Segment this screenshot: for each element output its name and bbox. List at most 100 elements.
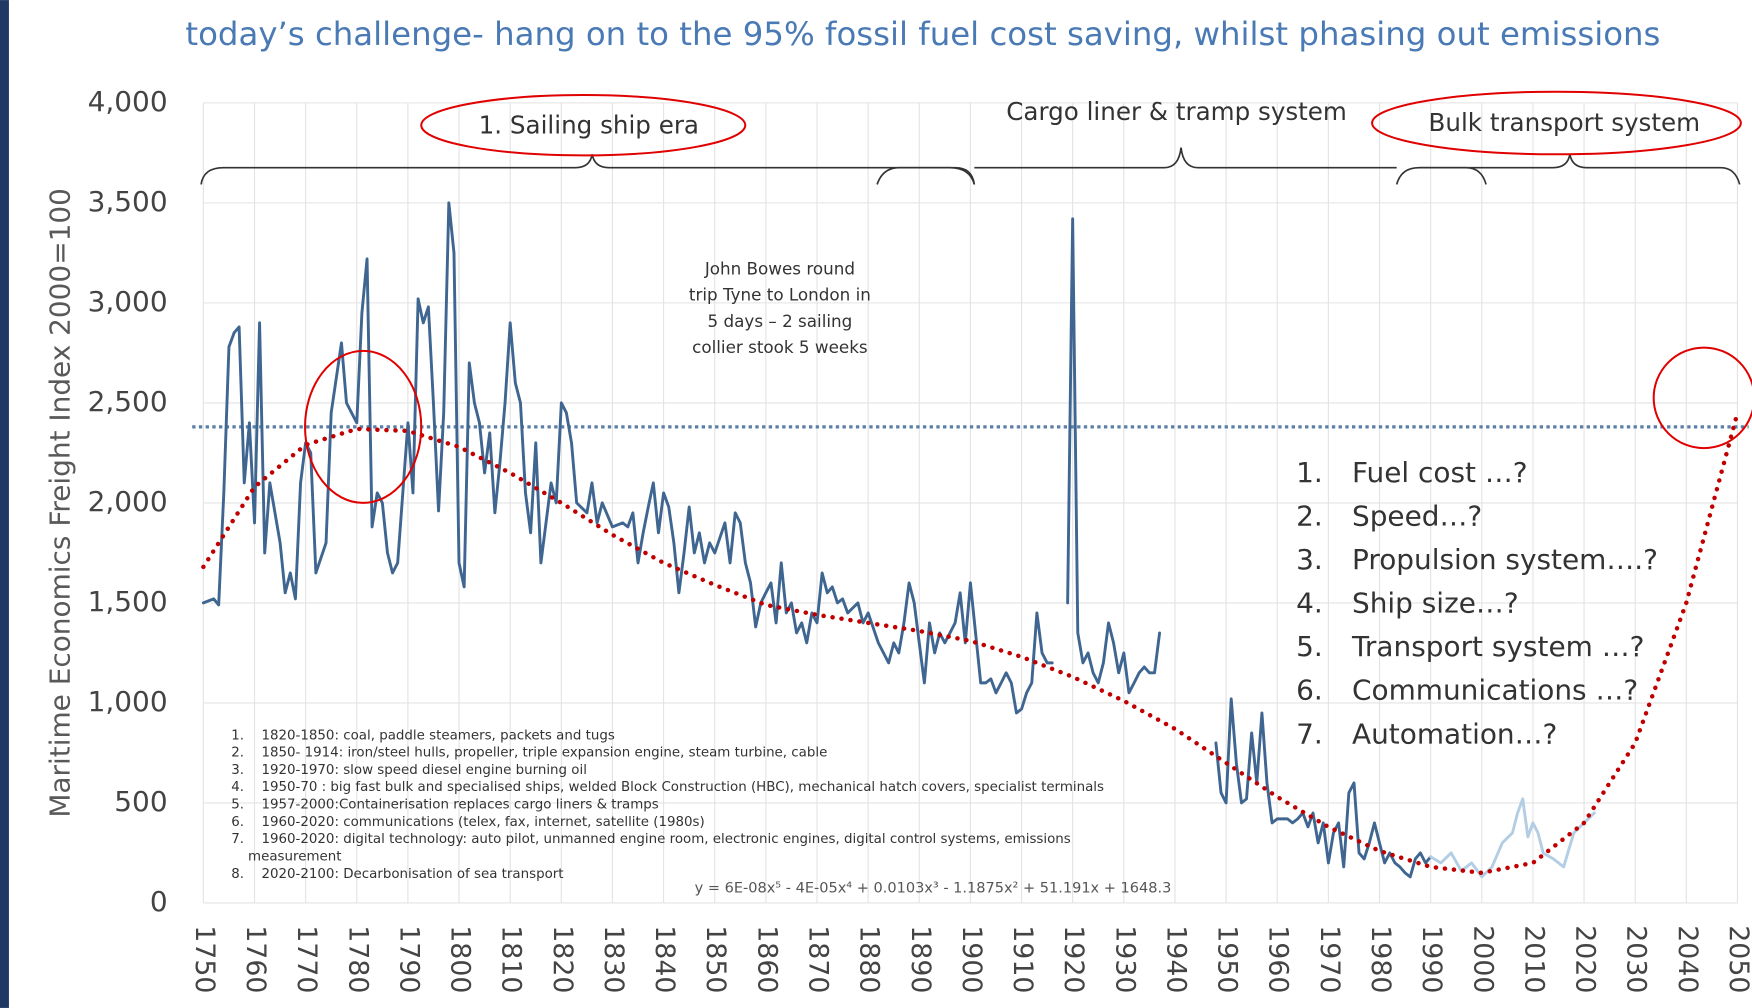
x-tick-label: 1870: [803, 925, 834, 993]
x-tick-label: 1980: [1365, 925, 1396, 993]
x-tick-label: 1780: [342, 925, 373, 993]
x-tick-label: 1770: [291, 925, 322, 993]
x-tick-label: 1840: [649, 925, 680, 993]
note-text: 1960-2020: digital technology: auto pilo…: [261, 832, 1070, 847]
x-tick-label: 1940: [1160, 925, 1191, 993]
x-tick-label: 1790: [393, 925, 424, 993]
x-tick-label: 1900: [956, 925, 987, 993]
data-line: [201, 201, 1433, 879]
note-text: 2020-2100: Decarbonisation of sea transp…: [261, 867, 563, 882]
annotations: John Bowes round trip Tyne to London in 5 …: [231, 258, 1658, 881]
brace: [876, 166, 976, 185]
y-tick-label: 1,000: [88, 685, 168, 718]
question-number: 3.: [1296, 543, 1323, 576]
x-tick-label: 1920: [1058, 925, 1089, 993]
question-text: Automation…?: [1352, 717, 1557, 750]
data-line: [201, 410, 1740, 876]
highlights: [304, 90, 1752, 504]
x-tick-label: 1830: [598, 925, 629, 993]
y-tick-label: 3,500: [88, 185, 168, 218]
note-text: collier stook 5 weeks: [692, 337, 867, 357]
y-axis-label: Maritime Economics Freight Index 2000=10…: [43, 188, 76, 818]
note-text: trip Tyne to London in: [689, 285, 871, 305]
question-number: 4.: [1296, 587, 1323, 620]
x-tick-label: 1750: [189, 925, 220, 993]
x-tick-label: 1860: [751, 925, 782, 993]
x-tick-label: 1800: [445, 925, 476, 993]
note-text: John Bowes round: [704, 258, 855, 278]
brace: [1395, 166, 1487, 185]
note-number: 2.: [231, 746, 244, 761]
equation: y = 6E-08x⁵ - 4E-05x⁴ + 0.0103x³ - 1.187…: [695, 880, 1172, 896]
chart-title: today’s challenge- hang on to the 95% fo…: [185, 15, 1660, 53]
note-number: 7.: [231, 832, 244, 847]
y-tick-label: 1,500: [88, 585, 168, 618]
note-number: 3.: [231, 763, 244, 778]
side-strip: [0, 0, 9, 1008]
x-tick-label: 2010: [1518, 925, 1549, 993]
question-number: 7.: [1296, 717, 1323, 750]
x-tick-label: 1820: [547, 925, 578, 993]
x-tick-label: 2030: [1621, 925, 1652, 993]
y-tick-label: 500: [114, 785, 167, 818]
brace: [1419, 154, 1741, 185]
era-label: Cargo liner & tramp system: [1006, 97, 1347, 126]
note-text: 1920-1970: slow speed diesel engine burn…: [261, 763, 586, 778]
y-tick-label: 0: [150, 885, 168, 918]
y-tick-label: 2,000: [88, 485, 168, 518]
question-text: Transport system …?: [1351, 630, 1644, 663]
note-number: 4.: [231, 780, 244, 795]
x-tick-label: 1960: [1263, 925, 1294, 993]
question-text: Communications …?: [1352, 674, 1638, 707]
question-text: Speed…?: [1352, 499, 1482, 532]
note-text: measurement: [248, 850, 341, 865]
note-number: 6.: [231, 815, 244, 830]
x-tick-label: 2050: [1723, 925, 1752, 993]
note-text: 1850- 1914: iron/steel hulls, propeller,…: [261, 746, 827, 761]
question-number: 6.: [1296, 674, 1323, 707]
brace: [974, 147, 1397, 169]
question-number: 1.: [1296, 456, 1323, 489]
note-text: 1957-2000:Containerisation replaces carg…: [261, 798, 658, 813]
x-tick-label: 1990: [1416, 925, 1447, 993]
x-tick-label: 1910: [1007, 925, 1038, 993]
note-text: 5 days – 2 sailing: [708, 311, 853, 331]
braces: [200, 147, 1741, 185]
question-text: Propulsion system….?: [1352, 543, 1658, 576]
note-number: 1.: [231, 728, 244, 743]
era-label: Bulk transport system: [1429, 108, 1701, 137]
highlight-ellipse: [304, 349, 423, 504]
note-number: 5.: [231, 798, 244, 813]
x-tick-label: 2000: [1467, 925, 1498, 993]
question-text: Fuel cost …?: [1352, 456, 1528, 489]
x-tick-label: 1930: [1109, 925, 1140, 993]
x-tick-label: 2040: [1672, 925, 1703, 993]
question-number: 2.: [1296, 499, 1323, 532]
era-label: 1. Sailing ship era: [479, 110, 699, 139]
x-tick-label: 1950: [1212, 925, 1243, 993]
x-tick-label: 1810: [496, 925, 527, 993]
note-text: 1960-2020: communications (telex, fax, i…: [261, 815, 704, 830]
marks: [192, 201, 1749, 879]
highlight-ellipse: [1371, 90, 1742, 156]
y-tick-label: 3,000: [88, 285, 168, 318]
question-number: 5.: [1296, 630, 1323, 663]
y-tick-label: 4,000: [88, 85, 168, 118]
data-line: [1429, 797, 1596, 879]
x-tick-label: 1880: [854, 925, 885, 993]
brace: [200, 154, 976, 185]
y-tick-label: 2,500: [88, 385, 168, 418]
highlight-ellipse: [1652, 346, 1752, 450]
x-tick-label: 1970: [1314, 925, 1345, 993]
grid: 0 500 1,000 1,500 2,000 2,500 3,000 3,500 4,000 1…: [88, 85, 1752, 994]
x-tick-label: 1890: [905, 925, 936, 993]
note-text: 1950-70 : big fast bulk and specialised …: [261, 780, 1104, 795]
x-tick-label: 1850: [700, 925, 731, 993]
note-text: 1820-1850: coal, paddle steamers, packet…: [261, 728, 614, 743]
highlight-ellipse: [420, 94, 747, 157]
question-text: Ship size…?: [1352, 587, 1519, 620]
x-tick-label: 1760: [240, 925, 271, 993]
x-tick-label: 2020: [1570, 925, 1601, 993]
